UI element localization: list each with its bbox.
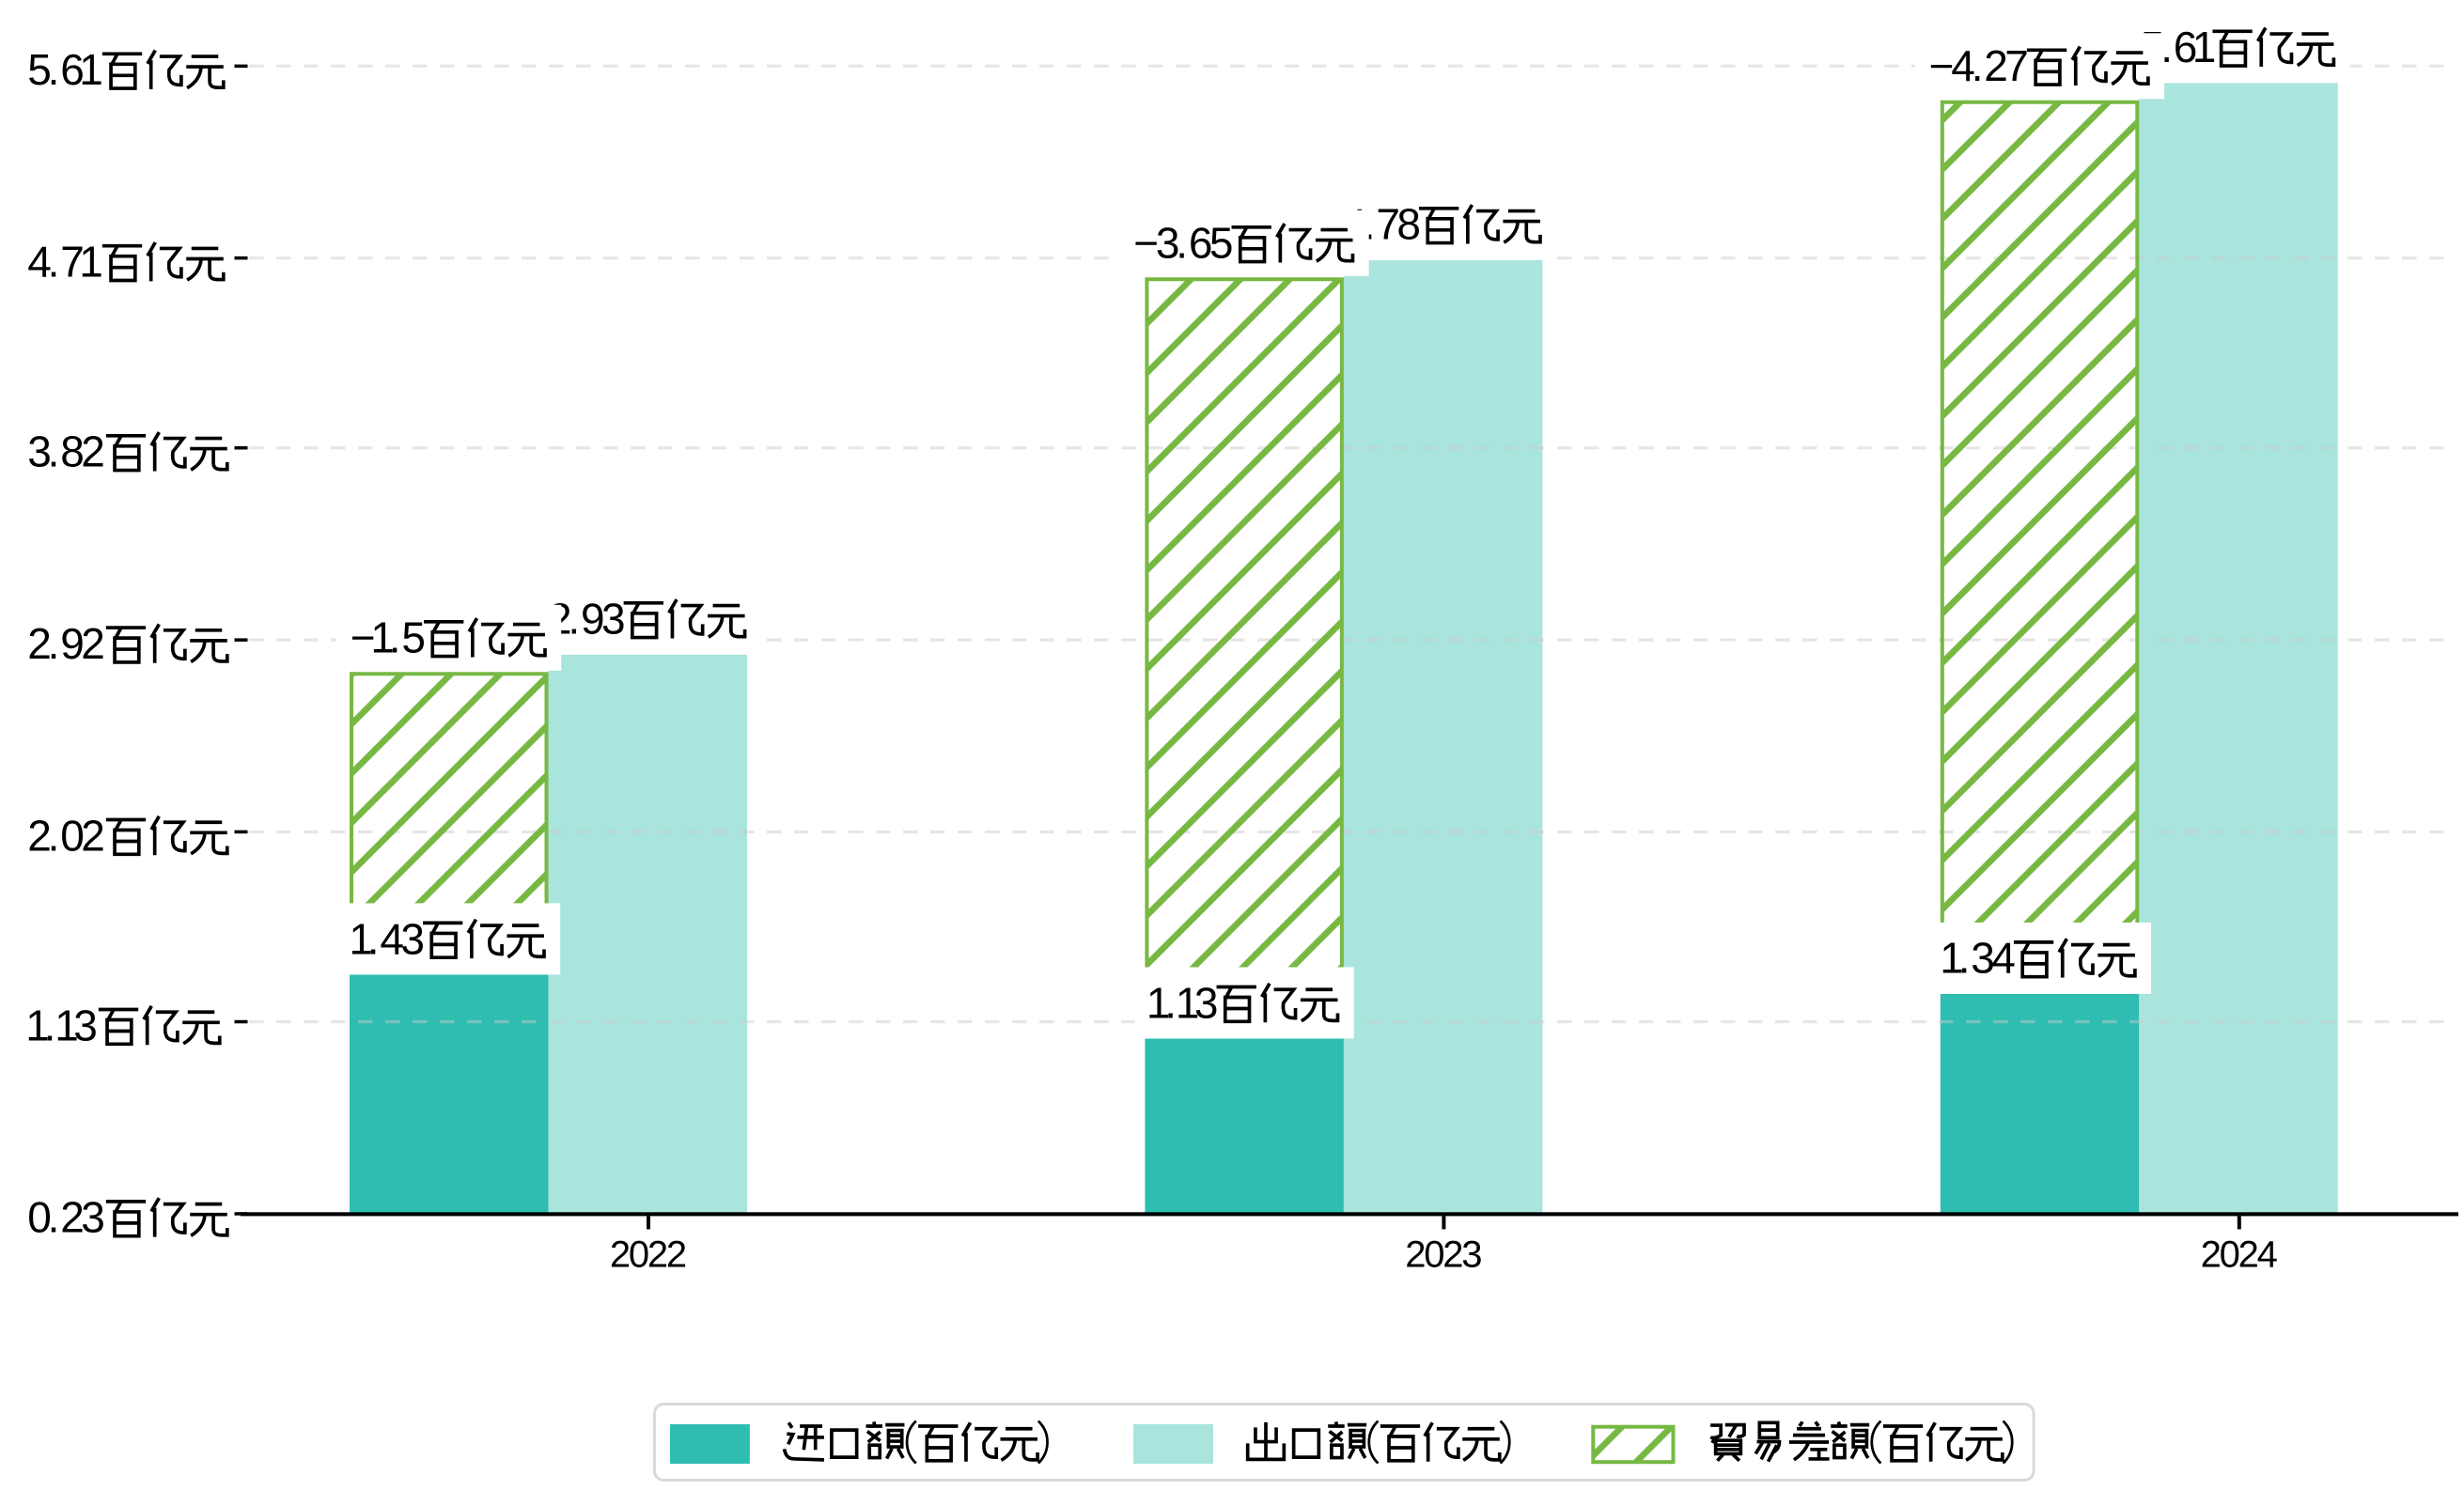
svg-text:2022: 2022 (610, 1234, 687, 1275)
svg-text:2.02: 2.02 (27, 811, 105, 860)
svg-text:2023: 2023 (1405, 1234, 1482, 1275)
svg-text:3.82: 3.82 (27, 427, 105, 476)
svg-text:−4.27: −4.27 (1929, 41, 2029, 90)
svg-text:0.23: 0.23 (27, 1193, 105, 1242)
svg-text:−3.65: −3.65 (1133, 219, 1233, 268)
svg-text:2.92: 2.92 (27, 619, 105, 668)
svg-text:1.43: 1.43 (349, 914, 425, 963)
svg-text:−1.5: −1.5 (351, 613, 426, 662)
svg-text:1.13: 1.13 (1146, 978, 1219, 1027)
svg-text:2024: 2024 (2201, 1234, 2278, 1275)
svg-text:1.34: 1.34 (1940, 934, 2016, 983)
svg-text:4.71: 4.71 (27, 238, 103, 287)
svg-text:5.61: 5.61 (27, 45, 103, 94)
svg-text:1.13: 1.13 (25, 1001, 98, 1049)
